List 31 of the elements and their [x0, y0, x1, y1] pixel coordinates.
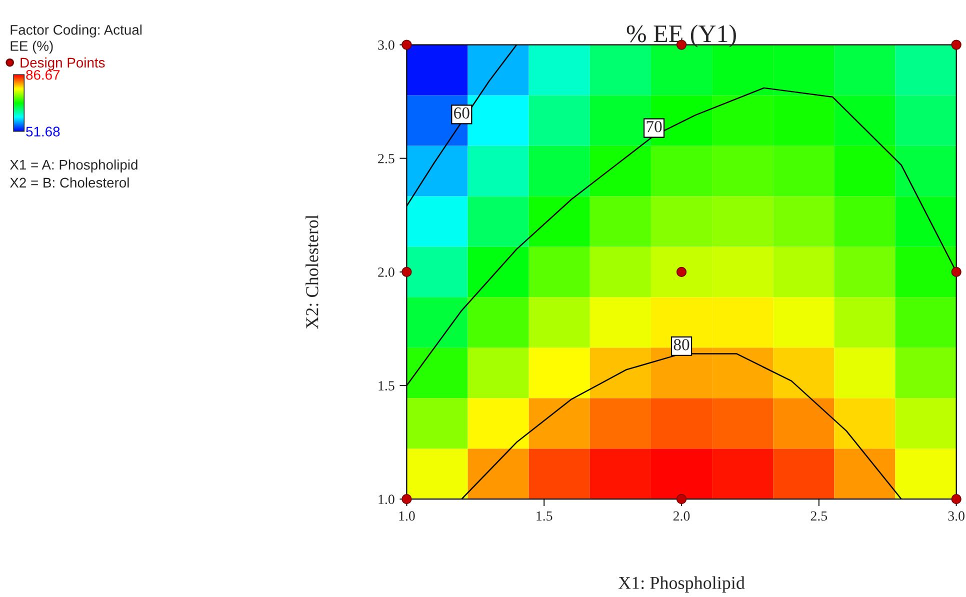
text: X2 = B: Cholesterol [10, 177, 129, 188]
point [951, 40, 962, 50]
x-tick-label: 2.0 [673, 511, 690, 521]
point [951, 266, 962, 278]
y-tick-label: 2.5 [378, 154, 394, 164]
point [402, 40, 412, 50]
y-tick-label: 2.0 [378, 268, 394, 277]
color-bar-label: 51.68 [26, 126, 60, 137]
color-bar-label: 86.67 [26, 70, 60, 80]
y-axis-title: X2: Cholesterol [306, 214, 318, 329]
legend-label: Design Points [20, 57, 105, 70]
x-tick-label: 2.5 [810, 511, 828, 521]
chart-title: % EE (Y1) [626, 24, 736, 48]
y-tick-label: 1.0 [378, 494, 394, 504]
point [402, 266, 412, 278]
point [676, 494, 687, 504]
x-tick-label: 3.0 [948, 511, 964, 521]
x-tick-label: 1.0 [399, 511, 415, 521]
point [676, 266, 687, 278]
series-label: 60 [454, 107, 470, 119]
color-bar-title: EE (%) [10, 40, 53, 54]
point [402, 494, 412, 504]
text: Factor Coding: Actual [10, 24, 142, 38]
x-tick-label: 1.5 [536, 511, 552, 521]
point [951, 494, 962, 504]
x-axis-title: X1: Phospholipid [618, 576, 745, 593]
series-label: 80 [674, 339, 690, 350]
y-tick-label: 3.0 [378, 40, 394, 50]
y-tick-label: 1.5 [378, 381, 394, 391]
series-label: 70 [646, 121, 662, 132]
text: X1 = A: Phospholipid [10, 159, 138, 172]
